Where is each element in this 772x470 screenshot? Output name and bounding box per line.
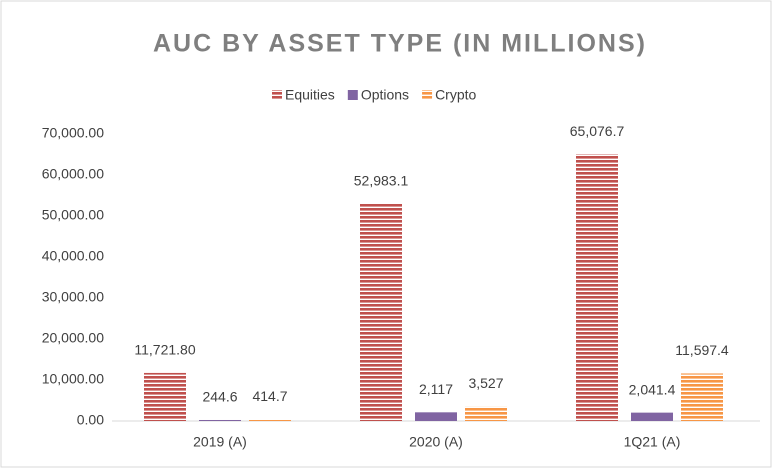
y-tick-label: 50,000.00 — [42, 207, 104, 223]
data-label: 414.7 — [252, 388, 287, 404]
bar — [631, 412, 673, 421]
y-tick-label: 70,000.00 — [42, 125, 104, 141]
data-label: 11,721.80 — [134, 342, 195, 358]
x-tick-label: 1Q21 (A) — [624, 434, 681, 450]
data-label: 2,117 — [419, 381, 453, 397]
legend-swatch — [422, 90, 433, 100]
y-tick-label: 30,000.00 — [42, 289, 104, 305]
bar — [199, 419, 241, 421]
bar — [681, 373, 723, 421]
y-tick-label: 0.00 — [77, 412, 104, 428]
y-tick-label: 20,000.00 — [42, 330, 104, 346]
y-tick-label: 40,000.00 — [42, 248, 104, 264]
bar — [576, 154, 618, 421]
data-label: 2,041.4 — [629, 381, 676, 397]
chart-title: AUC BY ASSET TYPE (IN MILLIONS) — [153, 30, 647, 58]
bar — [360, 203, 402, 421]
bar — [415, 412, 457, 421]
data-label: 52,983.1 — [354, 172, 409, 188]
data-label: 3,527 — [468, 375, 503, 391]
y-tick-label: 10,000.00 — [42, 371, 104, 387]
legend-label: Options — [361, 87, 409, 103]
bar — [465, 406, 507, 421]
data-label: 11,597.4 — [675, 342, 729, 358]
legend-swatch — [347, 90, 358, 100]
y-tick-label: 60,000.00 — [42, 166, 104, 182]
legend-label: Crypto — [435, 87, 476, 103]
legend-swatch — [272, 90, 282, 100]
legend-label: Equities — [285, 87, 335, 103]
bar — [249, 419, 291, 421]
data-label: 244.6 — [202, 389, 237, 405]
bar — [144, 372, 186, 421]
x-tick-label: 2019 (A) — [193, 434, 247, 450]
data-label: 65,076.7 — [570, 123, 625, 139]
x-tick-label: 2020 (A) — [409, 434, 463, 450]
